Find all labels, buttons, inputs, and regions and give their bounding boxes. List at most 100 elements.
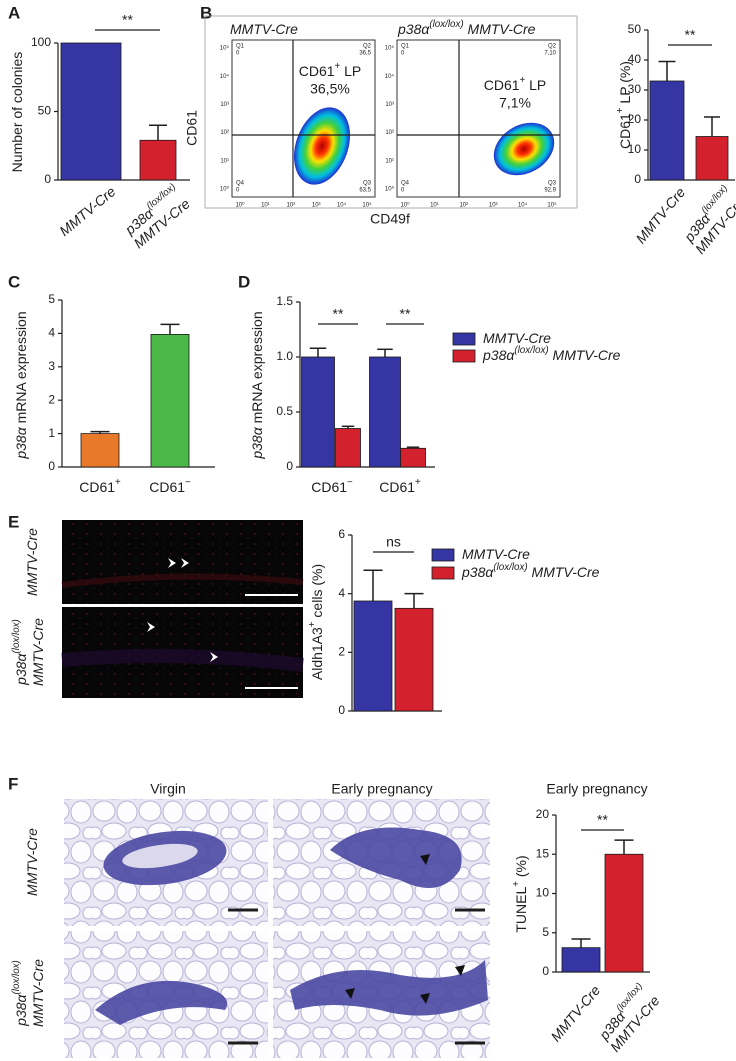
arrowhead — [147, 622, 155, 632]
x-tick-label-part: MMTV-Cre — [547, 982, 603, 1044]
duct-lumen — [122, 843, 198, 869]
y-tick-label: 50 — [628, 22, 642, 36]
y-tick-label: 100 — [31, 35, 51, 49]
legend-label: MMTV-Cre — [462, 546, 530, 562]
flow-y-tick-label: 10⁵ — [220, 45, 230, 52]
flow-x-tick-label: 10⁰ — [235, 202, 245, 209]
y-axis-label-part: + — [615, 107, 626, 113]
y-axis-label-part: + — [511, 881, 522, 887]
legend-swatch — [431, 566, 455, 580]
row-label-part: MMTV-Cre — [30, 959, 46, 1027]
column-label: Virgin — [150, 781, 186, 797]
legend-label-part: (lox/lox) — [493, 562, 527, 573]
flow-y-tick-label: 10⁵ — [385, 45, 395, 52]
row-label-part: (lox/lox) — [11, 619, 22, 653]
column-label: Early pregnancy — [331, 781, 432, 797]
flow-title-part: MMTV-Cre — [230, 21, 298, 37]
y-axis-label-part: (%) — [513, 855, 529, 881]
y-tick-label: 0 — [286, 459, 293, 473]
x-tick-label: p38α(lox/lox)MMTV-Cre — [119, 182, 193, 252]
flow-x-tick-label: 10⁵ — [362, 202, 372, 209]
flow-title-part: (lox/lox) — [429, 19, 463, 30]
flow-y-tick-label: 10³ — [220, 102, 229, 108]
y-tick-label: 4 — [338, 586, 345, 600]
bar — [353, 600, 393, 712]
significance-label: ** — [400, 306, 411, 322]
flow-y-tick-label: 10⁰ — [385, 186, 395, 193]
quadrant-value: 63,5 — [359, 188, 371, 194]
row-label-part: MMTV-Cre — [24, 528, 40, 596]
quadrant-value: 7,10 — [544, 51, 556, 57]
quadrant-value: 0 — [401, 51, 405, 57]
y-tick-label: 0 — [48, 459, 55, 473]
x-tick-label-part: MMTV-Cre — [632, 184, 688, 246]
tissue — [290, 960, 488, 1016]
y-tick-label: 5 — [542, 925, 549, 939]
y-tick-label: 6 — [338, 527, 345, 541]
y-axis-label: p38α mRNA expression — [13, 311, 29, 459]
flow-y-tick-label: 10¹ — [220, 158, 229, 164]
bar — [394, 607, 434, 712]
panel-label: C — [8, 272, 20, 291]
row-label-part: MMTV-Cre — [24, 828, 40, 896]
bar — [561, 947, 601, 973]
x-tick-label: MMTV-Cre — [547, 982, 603, 1044]
y-axis-label-part: LP (%) — [617, 61, 633, 107]
y-tick-label: 1.5 — [276, 294, 293, 308]
bar — [695, 136, 729, 181]
flow-x-tick-label: 10⁴ — [518, 202, 528, 209]
gate-label-part: LP — [525, 77, 546, 93]
gate-label-part: CD61 — [484, 77, 520, 93]
flow-y-tick-label: 10² — [385, 130, 394, 136]
gate-value: 7,1% — [499, 95, 531, 111]
flow-y-tick-label: 10⁰ — [220, 186, 230, 193]
x-tick-label-part: CD61 — [79, 479, 115, 495]
bar — [335, 428, 361, 468]
quadrant-value: 92,9 — [544, 188, 556, 194]
gate-label: CD61+ LP — [299, 61, 362, 79]
y-tick-label: 2 — [338, 645, 345, 659]
x-tick-label-part: + — [115, 477, 121, 488]
x-tick-label-part: + — [415, 477, 421, 488]
legend-label: MMTV-Cre — [483, 330, 551, 346]
y-axis-label-part: + — [307, 621, 318, 627]
x-tick-label-part: − — [185, 477, 191, 488]
flow-x-tick-label: 10⁵ — [547, 202, 557, 209]
y-tick-label: 4 — [48, 326, 55, 340]
x-tick-label: p38α(lox/lox)MMTV-Cre — [593, 981, 663, 1055]
flow-x-tick-label: 10⁰ — [400, 202, 410, 209]
row-label: p38α(lox/lox) MMTV-Cre — [11, 618, 45, 686]
x-tick-label: MMTV-Cre — [632, 184, 688, 246]
bar — [60, 42, 122, 181]
flow-x-tick-label: 10³ — [312, 203, 321, 209]
x-tick-label: CD61+ — [379, 477, 421, 495]
bar — [80, 433, 120, 468]
flow-frame — [204, 15, 578, 209]
legend-label-part: MMTV-Cre — [549, 347, 621, 363]
flow-y-label: CD61 — [184, 110, 200, 146]
y-tick-label: 20 — [628, 112, 642, 126]
panel-label: E — [8, 512, 19, 531]
significance-label: ** — [597, 812, 608, 828]
arrowhead — [181, 558, 189, 568]
y-axis-label: Number of colonies — [9, 52, 25, 173]
y-tick-label: 50 — [38, 104, 52, 118]
y-tick-label: 2 — [48, 392, 55, 406]
legend-label-part: MMTV-Cre — [483, 330, 551, 346]
x-tick-label: CD61− — [149, 477, 191, 495]
density-blob — [493, 122, 555, 176]
flow-y-tick-label: 10³ — [385, 102, 394, 108]
quadrant-name: Q1 — [401, 44, 410, 50]
quadrant-name: Q3 — [548, 181, 557, 187]
row-label-part: p38α — [13, 993, 29, 1026]
x-tick-label-part: MMTV-Cre — [56, 183, 118, 239]
y-tick-label: 1 — [48, 426, 55, 440]
legend-swatch — [452, 332, 476, 346]
flow-x-tick-label: 10² — [286, 203, 295, 209]
bar — [150, 334, 190, 468]
panel-label: D — [238, 272, 250, 291]
flow-x-tick-label: 10² — [459, 203, 468, 209]
gate-label: CD61+ LP — [484, 75, 547, 93]
significance-label: ns — [386, 534, 401, 550]
x-tick-label: CD61− — [311, 477, 353, 495]
